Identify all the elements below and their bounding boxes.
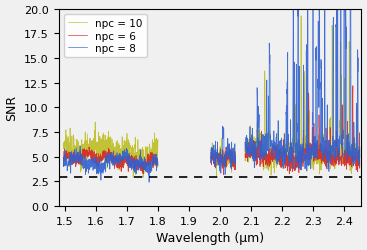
npc = 8: [68, 159, 72, 162]
npc = 6: [110, 158, 115, 161]
npc = 8: [61, 156, 65, 160]
npc = 10: [152, 165, 156, 168]
npc = 6: [89, 159, 94, 162]
npc = 10: [131, 176, 135, 179]
npc = 6: [156, 160, 160, 163]
npc = 8: [89, 164, 94, 168]
npc = 8: [95, 172, 100, 175]
npc = 10: [99, 158, 103, 161]
Line: npc = 10: npc = 10: [63, 122, 158, 178]
npc = 10: [95, 160, 100, 163]
Legend: npc = 10, npc = 6, npc = 8: npc = 10, npc = 6, npc = 8: [64, 15, 146, 58]
Line: npc = 6: npc = 6: [63, 148, 158, 174]
X-axis label: Wavelength (μm): Wavelength (μm): [156, 232, 264, 244]
Y-axis label: SNR: SNR: [6, 95, 19, 121]
npc = 10: [110, 154, 115, 158]
npc = 8: [147, 181, 151, 184]
npc = 8: [152, 160, 156, 164]
npc = 10: [68, 154, 72, 158]
npc = 6: [95, 165, 100, 168]
npc = 6: [68, 156, 72, 159]
npc = 10: [93, 121, 97, 124]
npc = 10: [61, 144, 65, 147]
npc = 8: [99, 172, 103, 175]
npc = 10: [156, 138, 160, 141]
npc = 6: [87, 146, 91, 149]
npc = 8: [156, 165, 160, 168]
npc = 8: [78, 144, 82, 148]
npc = 8: [110, 156, 115, 159]
npc = 6: [99, 153, 103, 156]
Line: npc = 8: npc = 8: [63, 146, 158, 182]
npc = 10: [89, 140, 93, 143]
npc = 6: [152, 158, 156, 161]
npc = 6: [141, 172, 146, 176]
npc = 6: [61, 150, 65, 153]
